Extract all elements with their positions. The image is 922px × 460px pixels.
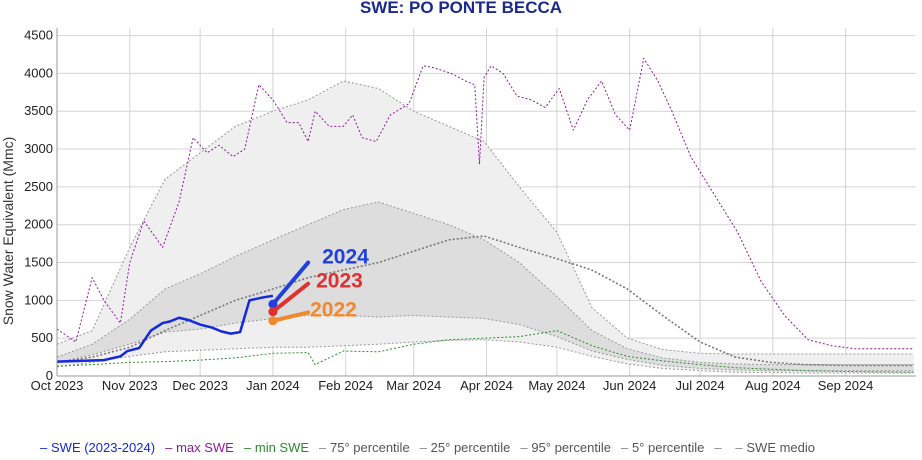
- percentile-bands: [56, 80, 914, 374]
- y-tick-label: 500: [31, 330, 53, 345]
- x-tick-label: Apr 2024: [460, 378, 513, 393]
- legend-dash: –: [735, 440, 743, 455]
- series-lines: [56, 57, 914, 373]
- series-line: [56, 294, 274, 363]
- series-line: [56, 57, 914, 350]
- legend-label: 75° percentile: [330, 440, 410, 455]
- annotation-label: 2024: [322, 246, 369, 269]
- legend-item[interactable]: – min SWE: [244, 440, 310, 455]
- legend-dash: –: [621, 440, 629, 455]
- x-tick-label: Nov 2023: [102, 378, 158, 393]
- p95-line: [56, 80, 914, 355]
- legend-item[interactable]: –5° percentile: [621, 440, 704, 455]
- legend[interactable]: – SWE (2023-2024) – max SWE – min SWE –75° per…: [40, 440, 815, 455]
- series-line: [56, 330, 914, 373]
- x-tick-label: Aug 2024: [745, 378, 801, 393]
- legend-dash: –: [714, 440, 722, 455]
- legend-label: 95° percentile: [531, 440, 611, 455]
- legend-dash: –: [244, 440, 252, 455]
- y-tick-label: 1500: [24, 255, 53, 270]
- annotation-marker: [268, 316, 278, 326]
- series-line: [56, 235, 914, 367]
- legend-item[interactable]: – SWE (2023-2024): [40, 440, 155, 455]
- p25-line: [56, 314, 914, 372]
- annotation-line: [270, 310, 311, 323]
- legend-label: 25° percentile: [431, 440, 511, 455]
- y-tick-label: 1000: [24, 292, 53, 307]
- x-tick-label: Jul 2024: [675, 378, 724, 393]
- legend-label: SWE (2023-2024): [51, 440, 155, 455]
- x-tick-label: Sep 2024: [818, 378, 874, 393]
- legend-dash: –: [420, 440, 428, 455]
- legend-label: min SWE: [255, 440, 310, 455]
- x-tick-label: Jun 2024: [603, 378, 657, 393]
- x-tick-label: May 2024: [528, 378, 585, 393]
- legend-label: SWE medio: [746, 440, 815, 455]
- band-25-75: [57, 202, 914, 371]
- annotation-marker: [268, 299, 278, 309]
- annotation-label: 2023: [316, 270, 363, 293]
- y-tick-label: 4000: [24, 65, 53, 80]
- legend-item[interactable]: – max SWE: [165, 440, 234, 455]
- legend-item[interactable]: –75° percentile: [319, 440, 410, 455]
- legend-item[interactable]: –: [714, 440, 722, 455]
- y-tick-label: 4500: [24, 28, 53, 43]
- legend-dash: –: [520, 440, 528, 455]
- annotation-label: 2022: [310, 298, 357, 321]
- y-axis-label: Snow Water Equivalent (Mmc): [0, 137, 16, 326]
- x-tick-label: Mar 2024: [386, 378, 441, 393]
- legend-dash: –: [165, 440, 173, 455]
- p5-line: [56, 339, 914, 374]
- x-tick-label: Jan 2024: [246, 378, 300, 393]
- annotation-line: [270, 281, 311, 314]
- legend-item[interactable]: –25° percentile: [420, 440, 511, 455]
- y-tick-label: 3000: [24, 141, 53, 156]
- legend-item[interactable]: –95° percentile: [520, 440, 611, 455]
- x-tick-label: Oct 2023: [31, 378, 84, 393]
- y-tick-label: 2000: [24, 217, 53, 232]
- x-tick-label: Feb 2024: [318, 378, 373, 393]
- axes: Oct 2023 Nov 2023 Dec 2023 Jan 2024 Feb 2024…: [24, 28, 916, 393]
- legend-item[interactable]: – SWE medio: [735, 440, 815, 455]
- annotation-marker: [268, 307, 278, 317]
- x-tick-label: Dec 2023: [172, 378, 228, 393]
- y-tick-label: 0: [46, 368, 53, 383]
- legend-label: max SWE: [176, 440, 234, 455]
- legend-dash: –: [319, 440, 327, 455]
- y-tick-label: 3500: [24, 103, 53, 118]
- p75-line: [56, 201, 914, 366]
- chart-title: SWE: PO PONTE BECCA: [360, 0, 562, 17]
- y-tick-label: 2500: [24, 179, 53, 194]
- annotation-line: [270, 260, 311, 307]
- legend-label: 5° percentile: [632, 440, 704, 455]
- legend-dash: –: [40, 440, 48, 455]
